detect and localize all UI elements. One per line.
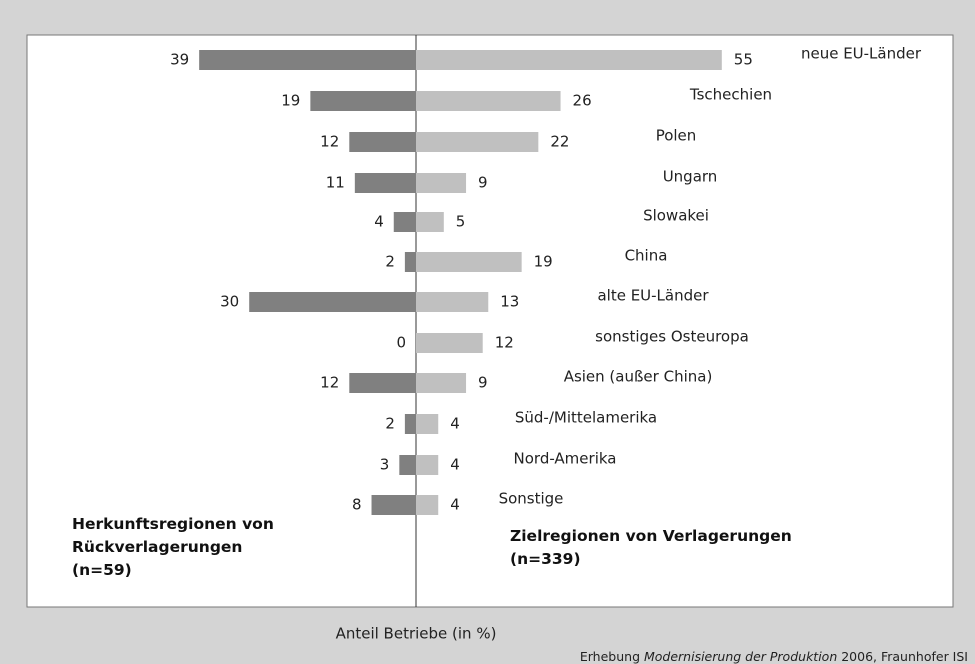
bar — [404, 414, 416, 434]
category-label: Tschechien — [689, 86, 772, 104]
right-series-label: Zielregionen von Verlagerungen (n=339) — [510, 525, 870, 571]
bar — [416, 495, 439, 515]
bar — [404, 252, 416, 272]
bar — [354, 173, 416, 193]
value-label: 0 — [396, 334, 406, 352]
category-label: Ungarn — [663, 168, 718, 186]
bar — [416, 252, 522, 272]
bar — [371, 495, 416, 515]
category-label: Asien (außer China) — [564, 368, 713, 386]
value-label: 4 — [450, 496, 460, 514]
category-label: Nord-Amerika — [514, 450, 617, 468]
bar — [416, 373, 467, 393]
value-label: 22 — [550, 133, 569, 151]
left-series-n: (n=59) — [72, 561, 132, 579]
source-italic: Modernisierung der Produktion — [644, 649, 837, 664]
right-series-name: Zielregionen von Verlagerungen — [510, 527, 792, 545]
bar — [416, 455, 439, 475]
value-label: 19 — [534, 253, 553, 271]
bar — [393, 212, 416, 232]
value-label: 39 — [170, 51, 189, 69]
value-label: 2 — [385, 415, 395, 433]
bar — [416, 333, 483, 353]
value-label: 11 — [326, 174, 345, 192]
value-label: 13 — [500, 293, 519, 311]
value-label: 12 — [320, 133, 339, 151]
bar — [399, 455, 416, 475]
bar — [249, 292, 416, 312]
bar — [416, 91, 561, 111]
value-label: 26 — [573, 92, 592, 110]
category-label: China — [625, 247, 668, 265]
value-label: 2 — [385, 253, 395, 271]
value-label: 12 — [495, 334, 514, 352]
value-label: 19 — [281, 92, 300, 110]
bar — [349, 132, 416, 152]
bar — [349, 373, 416, 393]
right-series-n: (n=339) — [510, 550, 581, 568]
value-label: 9 — [478, 174, 488, 192]
value-label: 12 — [320, 374, 339, 392]
bar — [199, 50, 416, 70]
category-label: Polen — [656, 127, 697, 145]
bar — [416, 132, 539, 152]
value-label: 30 — [220, 293, 239, 311]
value-label: 9 — [478, 374, 488, 392]
value-label: 4 — [450, 456, 460, 474]
category-label: Sonstige — [499, 490, 564, 508]
source: Erhebung Modernisierung der Produktion 2… — [580, 649, 968, 664]
bar — [416, 50, 722, 70]
left-series-name: Herkunftsregionen von Rückverlagerungen — [72, 515, 274, 556]
value-label: 5 — [456, 213, 466, 231]
bar — [416, 414, 439, 434]
bar — [310, 91, 416, 111]
category-label: Süd-/Mittelamerika — [515, 409, 657, 427]
left-series-label: Herkunftsregionen von Rückverlagerungen … — [72, 513, 312, 582]
category-label: sonstiges Osteuropa — [595, 328, 749, 346]
x-axis-label: Anteil Betriebe (in %) — [336, 625, 497, 643]
bar — [416, 292, 489, 312]
value-label: 3 — [380, 456, 390, 474]
value-label: 55 — [734, 51, 753, 69]
value-label: 8 — [352, 496, 362, 514]
source-prefix: Erhebung — [580, 649, 644, 664]
category-label: Slowakei — [643, 207, 709, 225]
bar — [416, 173, 467, 193]
category-label: neue EU-Länder — [801, 45, 922, 63]
source-suffix: 2006, Fraunhofer ISI — [837, 649, 968, 664]
bar — [416, 212, 444, 232]
value-label: 4 — [450, 415, 460, 433]
value-label: 4 — [374, 213, 384, 231]
category-label: alte EU-Länder — [597, 287, 709, 305]
plot-area — [26, 34, 954, 608]
